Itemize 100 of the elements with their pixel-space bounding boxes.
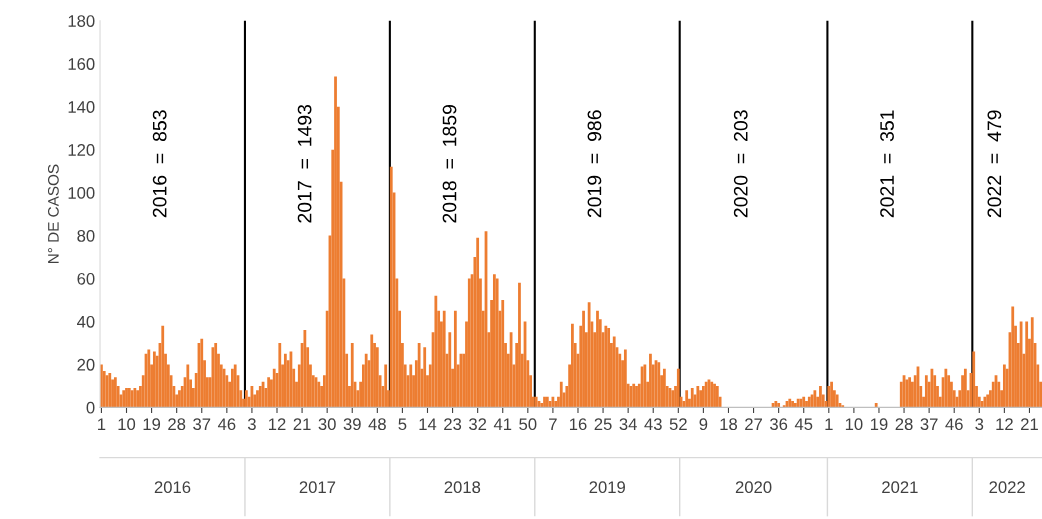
y-tick-label: 20 (77, 358, 95, 371)
bar (1030, 317, 1034, 408)
x-tick-label: 28 (168, 418, 186, 431)
bar (370, 334, 374, 408)
x-tick-label: 36 (770, 418, 788, 431)
bar (492, 274, 496, 408)
bar (944, 368, 948, 408)
bar (364, 353, 368, 408)
bar (986, 394, 990, 408)
bar (777, 403, 781, 408)
bar (791, 400, 794, 408)
bar (715, 385, 719, 408)
bar (702, 385, 705, 408)
annotation: 2016 = 853 (152, 110, 167, 218)
bar (559, 381, 563, 408)
x-tick-label: 21 (1021, 418, 1038, 430)
y-tick-label: 160 (68, 58, 95, 70)
x-tick-label: 39 (343, 418, 361, 431)
text: 2022 (989, 481, 1025, 494)
bar (874, 403, 878, 408)
x-tick-label: 48 (368, 418, 386, 431)
bar (963, 368, 967, 408)
bar (152, 351, 156, 408)
y-tick-label: 120 (68, 144, 95, 156)
x-tick-label: 27 (745, 418, 762, 430)
x-tick-label: 32 (469, 418, 487, 431)
bar (501, 300, 505, 408)
x-tick-label: 43 (644, 418, 662, 431)
x-tick-label: 1 (825, 418, 833, 430)
bar (272, 368, 276, 408)
bar (244, 390, 248, 408)
bar (1025, 321, 1029, 408)
bar (819, 385, 822, 408)
text: 2018 (444, 481, 481, 494)
bar (409, 364, 413, 408)
y-tick-label: 60 (77, 272, 95, 285)
bar (649, 353, 652, 408)
bar (147, 349, 151, 408)
x-tick-label: 41 (493, 418, 512, 430)
bar (676, 368, 680, 408)
y-tick-label: 80 (77, 229, 95, 242)
x-tick-label: 37 (920, 418, 938, 431)
bar (233, 364, 237, 408)
text: 2021 (882, 481, 918, 494)
bar (278, 342, 282, 408)
x-tick-label: 21 (293, 418, 311, 430)
bar (423, 347, 427, 408)
bar (113, 377, 117, 408)
x-tick-label: 12 (996, 418, 1013, 430)
x-tick-label: 46 (945, 418, 963, 431)
x-tick-label: 3 (247, 418, 256, 431)
bar (200, 338, 204, 408)
bar (267, 377, 271, 408)
bar (612, 336, 616, 408)
bar (662, 368, 666, 408)
bar (350, 342, 354, 408)
bar (685, 390, 689, 408)
bar (178, 390, 181, 408)
annotation: 2017 = 1493 (297, 104, 312, 223)
bar (699, 390, 702, 408)
annotation: 2019 = 986 (587, 110, 602, 218)
x-tick-label: 9 (699, 418, 708, 431)
x-tick-label: 37 (193, 418, 211, 431)
bar (231, 368, 234, 408)
y-axis-title: N° DE CASOS (47, 164, 59, 264)
annotation: 2022 = 479 (987, 110, 1002, 218)
x-tick-label: 30 (318, 418, 336, 431)
x-tick-label: 18 (720, 418, 738, 431)
bar (587, 302, 591, 408)
bar (389, 166, 393, 408)
x-tick-label: 16 (569, 418, 587, 431)
x-tick-label: 12 (269, 418, 286, 430)
bar (924, 375, 928, 408)
bar (186, 364, 190, 408)
bar (534, 396, 538, 408)
bar (384, 364, 388, 408)
x-tick-label: 1 (98, 418, 106, 430)
bar (303, 330, 307, 408)
x-tick-label: 14 (419, 418, 437, 430)
x-tick-label: 7 (549, 418, 557, 430)
x-tick-label: 50 (519, 418, 537, 431)
bar (571, 323, 574, 408)
x-tick-label: 28 (895, 418, 913, 431)
bar (1002, 364, 1006, 408)
x-tick-label: 46 (217, 418, 236, 431)
x-tick-label: 5 (398, 418, 407, 431)
bar (442, 310, 446, 408)
x-tick-label: 3 (975, 418, 984, 431)
bar (827, 385, 831, 408)
text: 2020 (735, 481, 772, 494)
bar (543, 396, 546, 408)
x-tick-label: 10 (845, 418, 863, 431)
bar (467, 278, 471, 408)
bar (983, 396, 987, 408)
bar (518, 282, 521, 408)
bar (690, 388, 694, 408)
bar (972, 351, 976, 408)
bar (835, 394, 839, 408)
x-tick-label: 34 (619, 418, 637, 431)
bar (604, 325, 608, 408)
